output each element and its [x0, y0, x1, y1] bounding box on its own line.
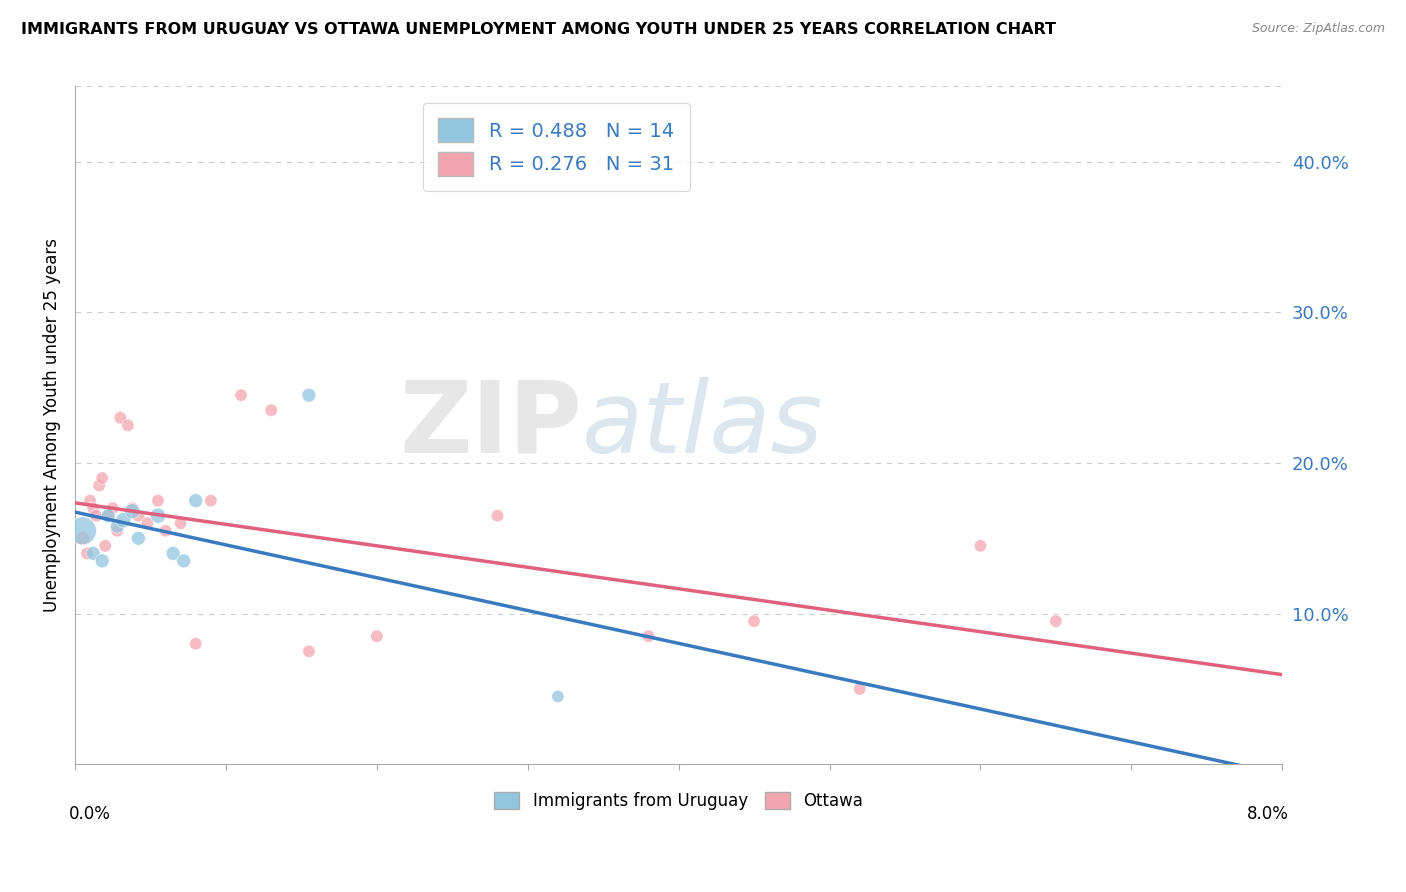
Point: [229, 388, 252, 402]
Point: [89, 478, 111, 492]
Point: [637, 629, 659, 643]
Point: [112, 513, 135, 527]
Point: [486, 508, 509, 523]
Point: [101, 501, 124, 516]
Point: [82, 546, 104, 560]
Point: [72, 524, 94, 538]
Point: [260, 403, 283, 417]
Point: [91, 471, 114, 485]
Point: [121, 504, 143, 518]
Point: [366, 629, 388, 643]
Legend: Immigrants from Uruguay, Ottawa: Immigrants from Uruguay, Ottawa: [488, 786, 869, 817]
Point: [155, 524, 177, 538]
Point: [169, 516, 191, 531]
Point: [146, 508, 169, 523]
Point: [200, 493, 222, 508]
Point: [127, 531, 149, 545]
Point: [848, 681, 870, 696]
Text: 8.0%: 8.0%: [1246, 805, 1288, 823]
Point: [105, 519, 128, 533]
Point: [91, 554, 114, 568]
Point: [162, 546, 184, 560]
Point: [742, 614, 765, 628]
Point: [94, 539, 117, 553]
Point: [136, 516, 159, 531]
Point: [82, 501, 104, 516]
Text: Source: ZipAtlas.com: Source: ZipAtlas.com: [1251, 22, 1385, 36]
Text: ZIP: ZIP: [399, 376, 582, 474]
Point: [97, 508, 120, 523]
Point: [298, 644, 321, 658]
Point: [121, 501, 143, 516]
Point: [127, 508, 149, 523]
Point: [72, 531, 94, 545]
Point: [547, 690, 569, 704]
Point: [84, 508, 107, 523]
Point: [117, 418, 139, 433]
Point: [184, 493, 207, 508]
Text: IMMIGRANTS FROM URUGUAY VS OTTAWA UNEMPLOYMENT AMONG YOUTH UNDER 25 YEARS CORREL: IMMIGRANTS FROM URUGUAY VS OTTAWA UNEMPL…: [21, 22, 1056, 37]
Point: [79, 493, 101, 508]
Text: atlas: atlas: [582, 376, 824, 474]
Point: [184, 637, 207, 651]
Point: [97, 508, 120, 523]
Point: [105, 524, 128, 538]
Point: [146, 493, 169, 508]
Point: [110, 410, 132, 425]
Point: [969, 539, 991, 553]
Point: [1045, 614, 1067, 628]
Point: [76, 546, 98, 560]
Y-axis label: Unemployment Among Youth under 25 years: Unemployment Among Youth under 25 years: [44, 238, 60, 612]
Point: [173, 554, 195, 568]
Point: [298, 388, 321, 402]
Text: 0.0%: 0.0%: [69, 805, 111, 823]
